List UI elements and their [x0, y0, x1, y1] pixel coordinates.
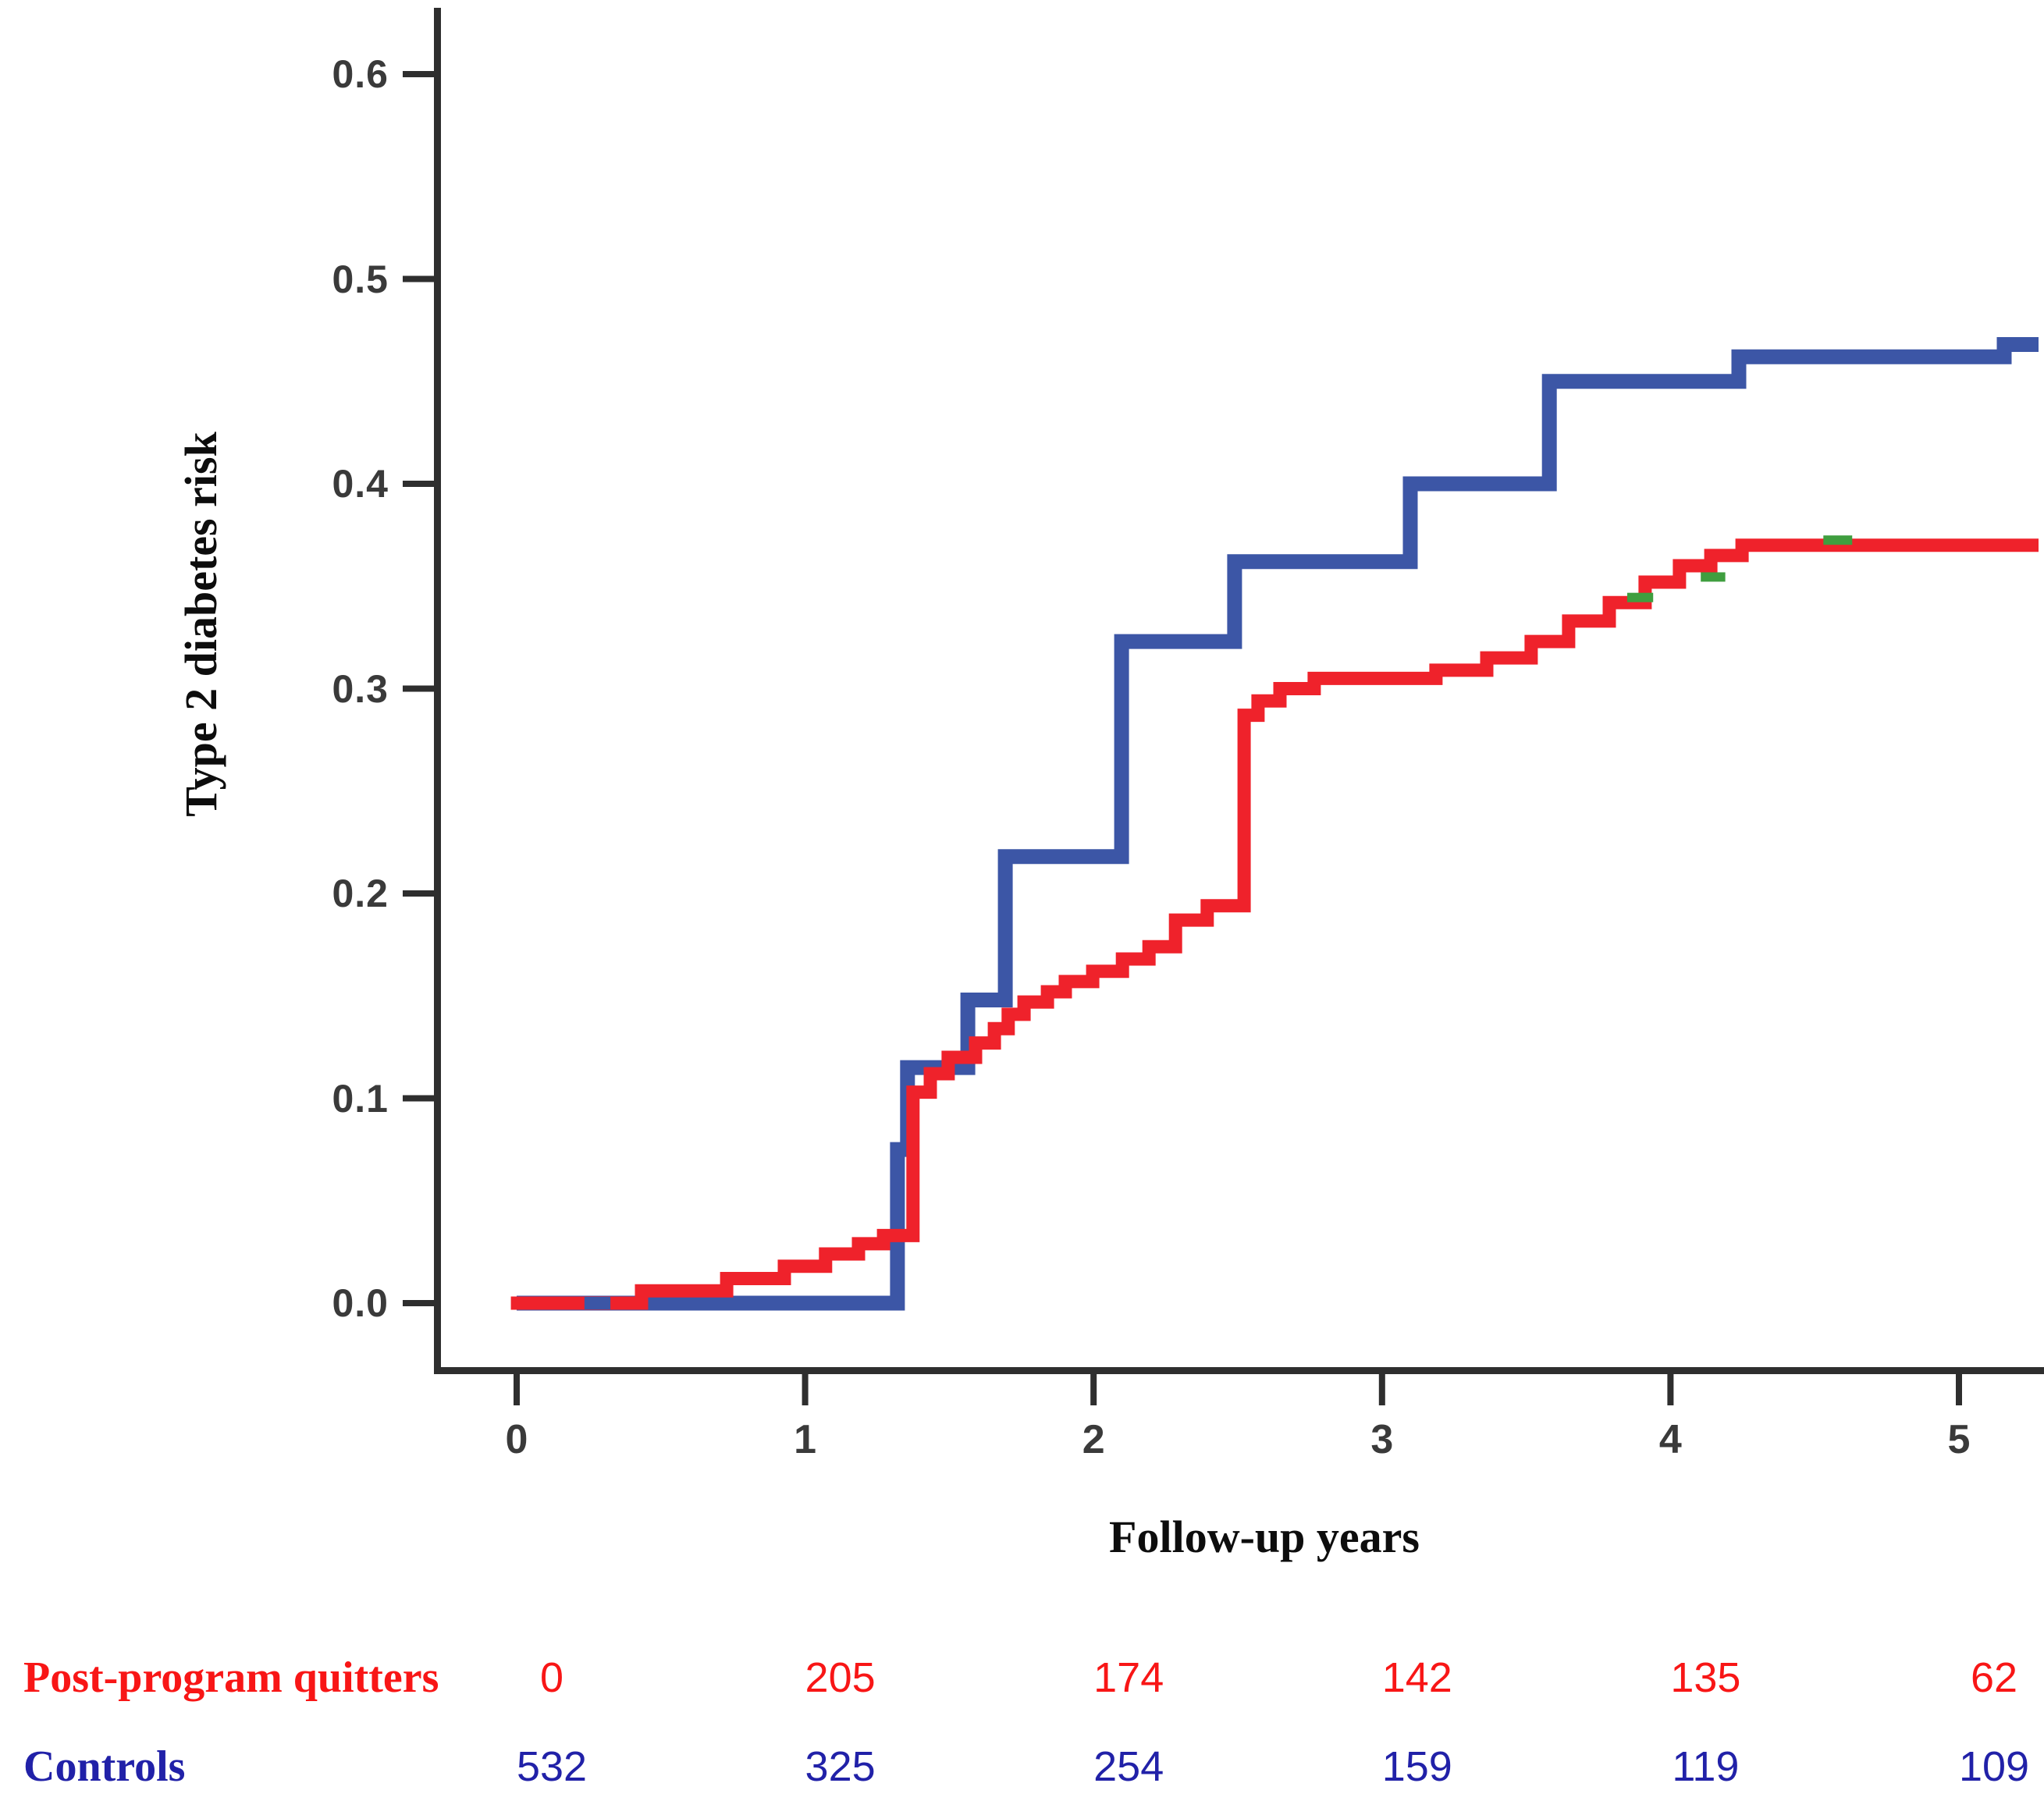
curve-post-program-quitters [510, 538, 2039, 1310]
y-tick-mark [403, 890, 434, 897]
risk-value: 254 [1093, 1743, 1164, 1790]
y-tick-mark [403, 1300, 434, 1306]
controls-dash-at-zero [584, 1297, 611, 1309]
x-tick-label: 1 [794, 1417, 817, 1462]
risk-value: 135 [1670, 1654, 1741, 1701]
risk-value: 0 [539, 1654, 564, 1701]
x-tick-label: 0 [505, 1417, 528, 1462]
y-tick-label: 0.5 [332, 257, 389, 301]
x-tick-mark [802, 1374, 809, 1405]
y-tick-mark [403, 275, 434, 282]
y-tick-mark [403, 685, 434, 692]
y-axis-spine [434, 8, 441, 1374]
x-axis-title: Follow-up years [1109, 1511, 1420, 1562]
risk-value: 174 [1093, 1654, 1164, 1701]
risk-row-label-post-program-quitters: Post-program quitters [23, 1653, 439, 1702]
risk-value: 142 [1381, 1654, 1452, 1701]
risk-row-label-controls: Controls [23, 1742, 186, 1791]
x-axis-spine [434, 1367, 2044, 1374]
risk-value: 205 [805, 1654, 876, 1701]
y-tick-label: 0.6 [332, 52, 389, 96]
x-tick-mark [1956, 1374, 1962, 1405]
green-censor-mark [1626, 592, 1654, 602]
x-tick-mark [1090, 1374, 1097, 1405]
y-tick-mark [403, 71, 434, 77]
risk-value: 119 [1672, 1743, 1740, 1790]
x-tick-label: 2 [1082, 1417, 1105, 1462]
risk-value: 159 [1381, 1743, 1452, 1790]
x-tick-mark [1378, 1374, 1385, 1405]
risk-value: 109 [1958, 1743, 2030, 1790]
y-tick-mark [403, 481, 434, 487]
x-tick-label: 5 [1947, 1417, 1971, 1462]
x-tick-label: 4 [1658, 1417, 1682, 1462]
x-tick-mark [514, 1374, 520, 1405]
y-axis-title: Type 2 diabetes risk [176, 432, 226, 817]
x-tick-label: 3 [1370, 1417, 1394, 1462]
y-tick-label: 0.2 [332, 872, 389, 915]
risk-value: 532 [516, 1743, 588, 1790]
y-tick-label: 0.1 [332, 1076, 389, 1121]
risk-value: 325 [805, 1743, 876, 1790]
green-censor-mark [1701, 572, 1726, 582]
risk-value: 62 [1970, 1654, 2018, 1701]
curve-controls [517, 337, 2039, 1311]
y-tick-label: 0.0 [332, 1281, 389, 1325]
x-tick-mark [1667, 1374, 1674, 1405]
green-censor-mark [1823, 535, 1853, 545]
y-tick-label: 0.4 [332, 462, 389, 506]
y-tick-label: 0.3 [332, 666, 389, 711]
y-tick-mark [403, 1095, 434, 1102]
